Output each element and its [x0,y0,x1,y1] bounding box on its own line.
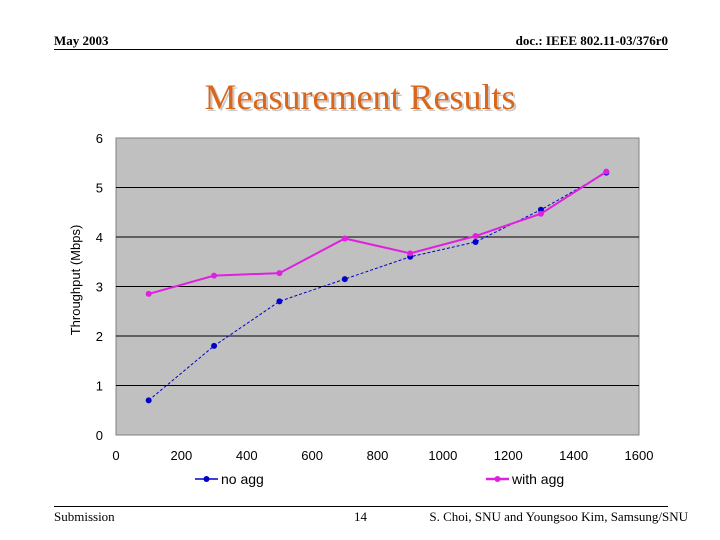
data-point-with-agg [341,235,348,242]
data-point-with-agg [472,233,479,240]
y-tick-label: 5 [96,181,103,196]
x-tick-label: 400 [236,448,258,463]
legend-marker-with-agg [494,476,501,482]
y-axis-label: Throughput (Mbps) [68,225,83,336]
series-line-no-agg [148,172,607,401]
header-date: May 2003 [54,33,109,48]
data-point-no-agg [341,276,348,283]
y-tick-label: 3 [96,280,103,295]
data-point-with-agg [407,250,414,257]
x-tick-label: 0 [112,448,119,463]
series-line-with-agg [148,170,607,295]
y-tick-label: 6 [96,131,103,146]
legend-marker-no-agg [203,476,210,482]
x-tick-label: 600 [301,448,323,463]
data-point-no-agg [276,298,283,305]
data-point-with-agg [603,168,610,175]
x-tick-label: 1600 [625,448,654,463]
y-tick-label: 0 [96,428,103,443]
data-point-with-agg [537,210,544,217]
data-point-no-agg [145,397,152,404]
data-point-no-agg [211,342,218,349]
footer-page-number: 14 [354,509,367,524]
data-point-with-agg [145,290,152,297]
header-rule [54,49,668,50]
x-tick-label: 1200 [494,448,523,463]
legend-label-no-agg: no agg [221,471,264,487]
footer-rule [54,506,668,507]
x-tick-label: 800 [367,448,389,463]
header-doc-id: doc.: IEEE 802.11-03/376r0 [515,33,668,48]
data-point-with-agg [276,270,283,277]
legend-label-with-agg: with agg [511,471,564,487]
x-tick-label: 1000 [428,448,457,463]
y-tick-label: 2 [96,329,103,344]
data-point-no-agg [472,238,479,245]
x-tick-label: 1400 [559,448,588,463]
slide-title: Measurement Results [204,77,516,117]
y-tick-label: 4 [96,230,103,245]
footer-submission: Submission [54,509,115,524]
y-tick-label: 1 [96,379,103,394]
data-point-with-agg [211,272,218,279]
footer-authors: S. Choi, SNU and Youngsoo Kim, Samsung/S… [429,509,688,524]
x-tick-label: 200 [171,448,193,463]
